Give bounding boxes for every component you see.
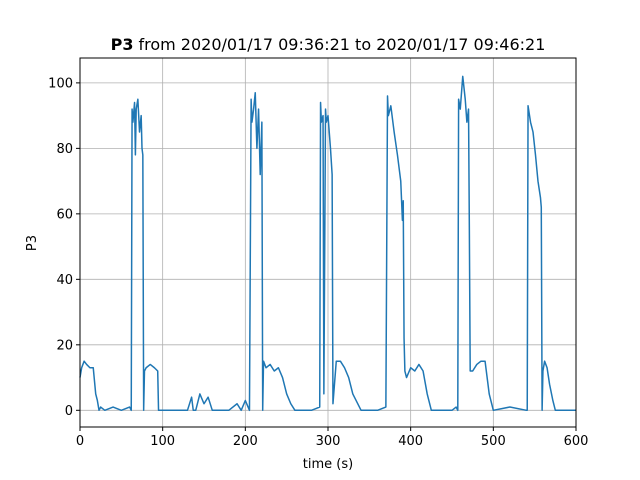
x-tick-label: 300 — [316, 434, 341, 449]
plot-area: 0 100 200 300 400 500 600 0 20 40 60 80 100 — [48, 57, 589, 449]
axes-frame — [79, 57, 577, 428]
y-tick-label: 100 — [48, 76, 73, 91]
y-tick-label: 0 — [65, 404, 73, 419]
data-line — [79, 75, 576, 412]
chart-title: P3 from 2020/01/17 09:36:21 to 2020/01/17… — [111, 35, 546, 54]
x-tick-label: 100 — [150, 434, 175, 449]
x-tick-label: 500 — [481, 434, 506, 449]
x-tick-label: 0 — [76, 434, 84, 449]
x-tick-label: 200 — [233, 434, 258, 449]
x-tick-label: 600 — [564, 434, 589, 449]
y-tick-label: 20 — [56, 338, 73, 353]
y-tick-label: 40 — [56, 273, 73, 288]
x-tick-label: 400 — [398, 434, 423, 449]
title-bold: P3 — [111, 35, 134, 54]
y-tick-label: 80 — [56, 142, 73, 157]
y-tick-label: 60 — [56, 207, 73, 222]
y-axis-label: P3 — [25, 235, 40, 251]
x-axis-label: time (s) — [303, 457, 353, 472]
title-text: from 2020/01/17 09:36:21 to 2020/01/17 0… — [138, 35, 545, 54]
